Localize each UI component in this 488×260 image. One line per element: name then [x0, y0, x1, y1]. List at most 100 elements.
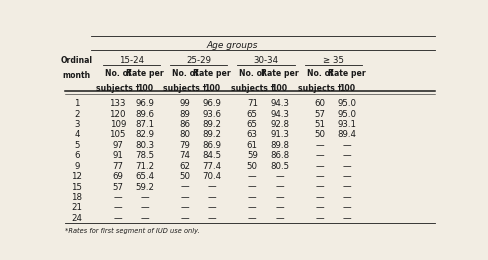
Text: 25-29: 25-29	[186, 56, 211, 65]
Text: —: —	[248, 172, 257, 181]
Text: 63: 63	[247, 131, 258, 140]
Text: 86.9: 86.9	[203, 141, 222, 150]
Text: 89.6: 89.6	[136, 110, 155, 119]
Text: 62: 62	[180, 162, 190, 171]
Text: Rate per: Rate per	[193, 69, 231, 78]
Text: 15-24: 15-24	[119, 56, 144, 65]
Text: —: —	[343, 141, 351, 150]
Text: —: —	[343, 151, 351, 160]
Text: 59.2: 59.2	[136, 183, 155, 192]
Text: 21: 21	[71, 203, 82, 212]
Text: —: —	[181, 214, 189, 223]
Text: —: —	[141, 203, 149, 212]
Text: —: —	[315, 193, 324, 202]
Text: —: —	[141, 193, 149, 202]
Text: —: —	[181, 203, 189, 212]
Text: 51: 51	[314, 120, 325, 129]
Text: 61: 61	[247, 141, 258, 150]
Text: No. of: No. of	[306, 69, 333, 78]
Text: —: —	[248, 203, 257, 212]
Text: 91: 91	[112, 151, 123, 160]
Text: 3: 3	[74, 120, 80, 129]
Text: —: —	[343, 162, 351, 171]
Text: subjects †: subjects †	[230, 84, 274, 93]
Text: —: —	[208, 203, 217, 212]
Text: 69: 69	[112, 172, 123, 181]
Text: 6: 6	[74, 151, 80, 160]
Text: 89.8: 89.8	[270, 141, 289, 150]
Text: 57: 57	[112, 183, 123, 192]
Text: 94.3: 94.3	[270, 99, 289, 108]
Text: *Rates for first segment of IUD use only.: *Rates for first segment of IUD use only…	[65, 228, 200, 234]
Text: 30-34: 30-34	[253, 56, 279, 65]
Text: —: —	[275, 193, 284, 202]
Text: 92.8: 92.8	[270, 120, 289, 129]
Text: No. of: No. of	[104, 69, 131, 78]
Text: 71.2: 71.2	[135, 162, 155, 171]
Text: Rate per: Rate per	[328, 69, 366, 78]
Text: 18: 18	[71, 193, 82, 202]
Text: —: —	[343, 214, 351, 223]
Text: —: —	[343, 203, 351, 212]
Text: —: —	[315, 203, 324, 212]
Text: 96.9: 96.9	[203, 99, 222, 108]
Text: 50: 50	[314, 131, 325, 140]
Text: —: —	[275, 203, 284, 212]
Text: 60: 60	[314, 99, 325, 108]
Text: 24: 24	[71, 214, 82, 223]
Text: 80.3: 80.3	[135, 141, 155, 150]
Text: 82.9: 82.9	[136, 131, 155, 140]
Text: subjects †: subjects †	[96, 84, 140, 93]
Text: 71: 71	[247, 99, 258, 108]
Text: —: —	[343, 172, 351, 181]
Text: —: —	[275, 214, 284, 223]
Text: 100: 100	[271, 84, 287, 93]
Text: 133: 133	[109, 99, 126, 108]
Text: 89.2: 89.2	[203, 120, 222, 129]
Text: 15: 15	[71, 183, 82, 192]
Text: 91.3: 91.3	[270, 131, 289, 140]
Text: No. of: No. of	[172, 69, 198, 78]
Text: Age groups: Age groups	[206, 41, 258, 50]
Text: 5: 5	[74, 141, 80, 150]
Text: 77.4: 77.4	[203, 162, 222, 171]
Text: 12: 12	[71, 172, 82, 181]
Text: —: —	[248, 214, 257, 223]
Text: 78.5: 78.5	[135, 151, 155, 160]
Text: 57: 57	[314, 110, 325, 119]
Text: 70.4: 70.4	[203, 172, 222, 181]
Text: 94.3: 94.3	[270, 110, 289, 119]
Text: —: —	[275, 172, 284, 181]
Text: 4: 4	[74, 131, 80, 140]
Text: 2: 2	[74, 110, 80, 119]
Text: Rate per: Rate per	[126, 69, 164, 78]
Text: —: —	[141, 214, 149, 223]
Text: 79: 79	[180, 141, 190, 150]
Text: —: —	[208, 183, 217, 192]
Text: 120: 120	[109, 110, 126, 119]
Text: 77: 77	[112, 162, 123, 171]
Text: 93.6: 93.6	[203, 110, 222, 119]
Text: 9: 9	[74, 162, 80, 171]
Text: —: —	[113, 193, 122, 202]
Text: —: —	[315, 141, 324, 150]
Text: month: month	[63, 71, 91, 80]
Text: —: —	[181, 193, 189, 202]
Text: 50: 50	[247, 162, 258, 171]
Text: 65: 65	[247, 110, 258, 119]
Text: 89.4: 89.4	[337, 131, 356, 140]
Text: —: —	[275, 183, 284, 192]
Text: 59: 59	[247, 151, 258, 160]
Text: 100: 100	[137, 84, 153, 93]
Text: 89.2: 89.2	[203, 131, 222, 140]
Text: ≥ 35: ≥ 35	[323, 56, 344, 65]
Text: 109: 109	[109, 120, 126, 129]
Text: 1: 1	[74, 99, 80, 108]
Text: 100: 100	[204, 84, 221, 93]
Text: —: —	[315, 151, 324, 160]
Text: 97: 97	[112, 141, 123, 150]
Text: —: —	[343, 183, 351, 192]
Text: 89: 89	[180, 110, 190, 119]
Text: —: —	[343, 193, 351, 202]
Text: 65: 65	[247, 120, 258, 129]
